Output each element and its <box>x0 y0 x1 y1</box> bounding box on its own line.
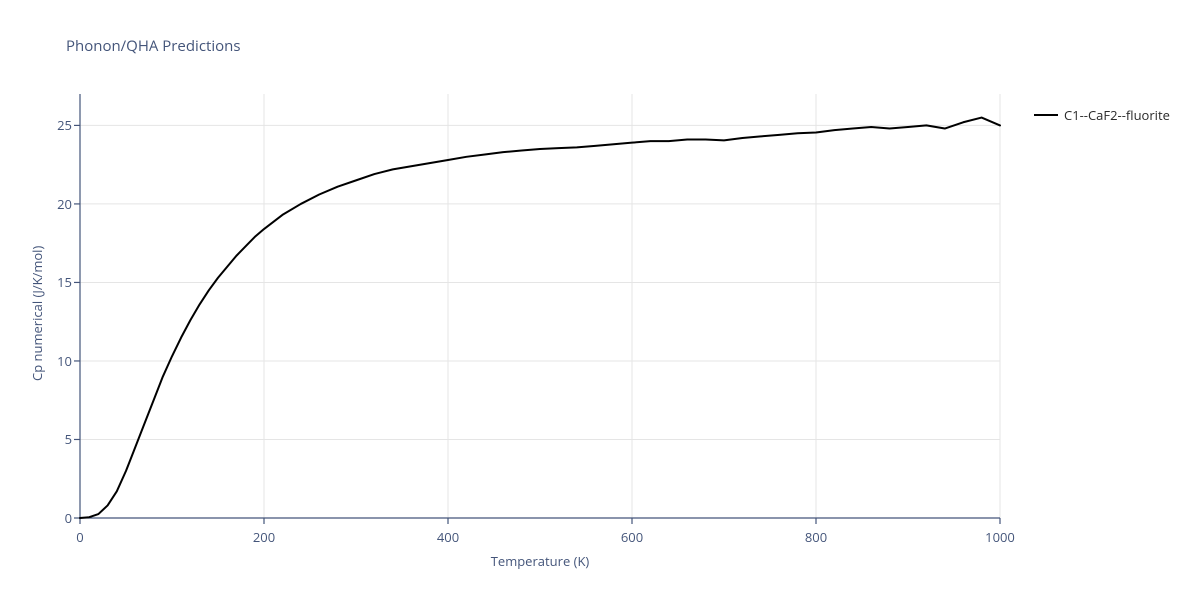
x-tick-label: 0 <box>76 528 83 546</box>
x-tick-label: 400 <box>437 528 459 546</box>
legend-label: C1--CaF2--fluorite <box>1064 106 1170 124</box>
legend: C1--CaF2--fluorite <box>1034 106 1170 124</box>
y-tick-label: 25 <box>42 116 72 134</box>
chart-container: { "chart": { "type": "line", "title": "P… <box>0 0 1200 600</box>
y-tick-label: 5 <box>42 430 72 448</box>
x-axis-label: Temperature (K) <box>440 552 640 570</box>
plot-svg <box>70 84 1010 528</box>
x-tick-label: 1000 <box>985 528 1015 546</box>
y-tick-label: 10 <box>42 352 72 370</box>
legend-swatch <box>1034 114 1058 116</box>
x-tick-label: 600 <box>621 528 643 546</box>
x-tick-label: 200 <box>253 528 275 546</box>
x-tick-label: 800 <box>805 528 827 546</box>
y-tick-label: 15 <box>42 273 72 291</box>
y-tick-label: 0 <box>42 509 72 527</box>
chart-title: Phonon/QHA Predictions <box>66 36 241 56</box>
plot-area <box>80 94 1000 518</box>
y-tick-label: 20 <box>42 195 72 213</box>
